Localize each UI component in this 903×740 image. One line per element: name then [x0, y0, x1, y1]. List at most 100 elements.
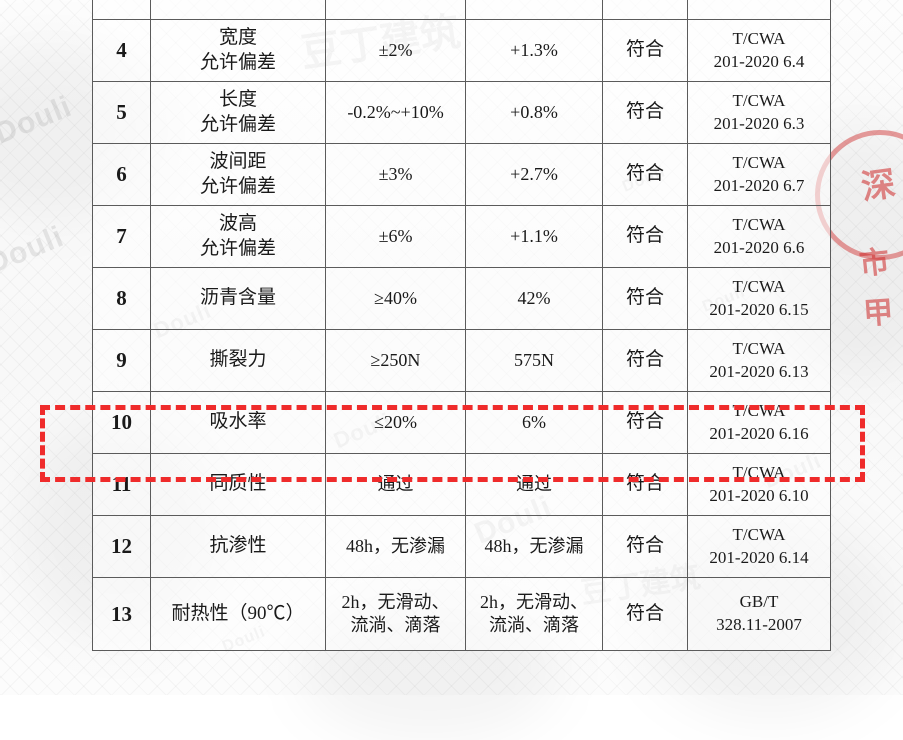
cell-spec-line1: 2h，无滑动、 [341, 591, 450, 612]
cell-standard-line1: T/CWA [732, 462, 786, 482]
cell-item: 宽度 允许偏差 [150, 19, 326, 82]
cell-spec: ≥250N [325, 329, 466, 392]
cell-standard: T/CWA 201-2020 6.6 [687, 205, 831, 268]
cell-standard-line2: 201-2020 6.4 [713, 51, 805, 71]
cell-standard-line2: 201-2020 6.13 [709, 361, 809, 381]
cell-spec: ≥40% [325, 267, 466, 330]
cell-result: 48h，无渗漏 [465, 515, 603, 578]
cell-item: 吸水率 [150, 391, 326, 454]
cell-result [465, 0, 603, 20]
cell-standard-line1: T/CWA [732, 400, 786, 420]
cell-standard: T/CWA 201-2020 6.14 [687, 515, 831, 578]
cell-item-line1: 长度 [218, 89, 257, 111]
cell-no: 6 [92, 143, 151, 206]
cell-result-line2: 流淌、滴落 [489, 615, 579, 635]
cell-standard: T/CWA 201-2020 6.3 [687, 81, 831, 144]
cell-result: 42% [465, 267, 603, 330]
table-row: 5 长度 允许偏差 -0.2%~+10% +0.8% 符合 T/CWA 201-… [92, 81, 831, 144]
cell-no: 13 [92, 577, 151, 651]
cell-result: +2.7% [465, 143, 603, 206]
table-row [92, 0, 831, 20]
cell-judge [602, 0, 688, 20]
cell-no: 11 [92, 453, 151, 516]
cell-standard-line1: T/CWA [732, 214, 786, 234]
cell-standard-line1: T/CWA [732, 90, 786, 110]
table-row: 6 波间距 允许偏差 ±3% +2.7% 符合 T/CWA 201-2020 6… [92, 143, 831, 206]
cell-item [150, 0, 326, 20]
table-row: 8 沥青含量 ≥40% 42% 符合 T/CWA 201-2020 6.15 [92, 267, 831, 330]
cell-no: 4 [92, 19, 151, 82]
cell-item: 沥青含量 [150, 267, 326, 330]
table-row: 7 波高 允许偏差 ±6% +1.1% 符合 T/CWA 201-2020 6.… [92, 205, 831, 268]
cell-result: 通过 [465, 453, 603, 516]
cell-judge: 符合 [602, 453, 688, 516]
cell-standard: T/CWA 201-2020 6.7 [687, 143, 831, 206]
cell-result: 575N [465, 329, 603, 392]
cell-judge: 符合 [602, 577, 688, 651]
cell-item-line2: 允许偏差 [199, 113, 276, 135]
table-row: 13 耐热性（90℃） 2h，无滑动、 流淌、滴落 2h，无滑动、 流淌、滴落 … [92, 577, 831, 651]
cell-judge: 符合 [602, 329, 688, 392]
cell-item: 同质性 [150, 453, 326, 516]
cell-item: 抗渗性 [150, 515, 326, 578]
cell-item-line2: 允许偏差 [199, 175, 276, 197]
cell-standard [687, 0, 831, 20]
cell-spec: ±3% [325, 143, 466, 206]
cell-standard: T/CWA 201-2020 6.15 [687, 267, 831, 330]
table-row: 12 抗渗性 48h，无渗漏 48h，无渗漏 符合 T/CWA 201-2020… [92, 515, 831, 578]
table-row: 11 同质性 通过 通过 符合 T/CWA 201-2020 6.10 [92, 453, 831, 516]
cell-spec: 48h，无渗漏 [325, 515, 466, 578]
cell-standard-line2: 201-2020 6.3 [713, 113, 805, 133]
cell-result: 6% [465, 391, 603, 454]
cell-standard-line1: T/CWA [732, 524, 786, 544]
cell-standard-line2: 201-2020 6.15 [709, 299, 809, 319]
cell-standard: GB/T 328.11-2007 [687, 577, 831, 651]
cell-standard: T/CWA 201-2020 6.4 [687, 19, 831, 82]
cell-result: +1.3% [465, 19, 603, 82]
cell-no: 8 [92, 267, 151, 330]
cell-item: 撕裂力 [150, 329, 326, 392]
cell-standard-line2: 328.11-2007 [716, 615, 802, 634]
cell-result: +0.8% [465, 81, 603, 144]
cell-standard-line2: 201-2020 6.6 [713, 237, 805, 257]
cell-no: 9 [92, 329, 151, 392]
cell-item: 波高 允许偏差 [150, 205, 326, 268]
inspection-results-table: 4 宽度 允许偏差 ±2% +1.3% 符合 T/CWA 201-2020 6.… [92, 0, 831, 651]
cell-spec: ±6% [325, 205, 466, 268]
cell-item: 耐热性（90℃） [150, 577, 326, 651]
table-row: 4 宽度 允许偏差 ±2% +1.3% 符合 T/CWA 201-2020 6.… [92, 19, 831, 82]
cell-item-line2: 允许偏差 [199, 51, 276, 73]
cell-spec: ±2% [325, 19, 466, 82]
cell-standard-line2: 201-2020 6.7 [713, 175, 805, 195]
cell-no: 5 [92, 81, 151, 144]
cell-standard: T/CWA 201-2020 6.16 [687, 391, 831, 454]
cell-no: 12 [92, 515, 151, 578]
cell-judge: 符合 [602, 515, 688, 578]
table-row-highlighted: 10 吸水率 ≤20% 6% 符合 T/CWA 201-2020 6.16 [92, 391, 831, 454]
table-row: 9 撕裂力 ≥250N 575N 符合 T/CWA 201-2020 6.13 [92, 329, 831, 392]
cell-standard-line2: 201-2020 6.10 [709, 485, 809, 505]
cell-judge: 符合 [602, 205, 688, 268]
cell-standard-line1: T/CWA [732, 28, 786, 48]
cell-no: 10 [92, 391, 151, 454]
cell-no: 7 [92, 205, 151, 268]
cell-standard-line1: T/CWA [732, 152, 786, 172]
cell-standard-line1: GB/T [739, 592, 779, 612]
cell-spec: 2h，无滑动、 流淌、滴落 [325, 577, 466, 651]
cell-standard: T/CWA 201-2020 6.10 [687, 453, 831, 516]
cell-spec [325, 0, 466, 20]
cell-result-line1: 2h，无滑动、 [480, 591, 588, 612]
cell-item-line2: 允许偏差 [199, 237, 276, 259]
cell-item-line1: 波高 [218, 213, 257, 235]
cell-result: +1.1% [465, 205, 603, 268]
cell-spec: ≤20% [325, 391, 466, 454]
cell-judge: 符合 [602, 391, 688, 454]
cell-judge: 符合 [602, 143, 688, 206]
cell-item: 长度 允许偏差 [150, 81, 326, 144]
cell-item-line1: 宽度 [218, 27, 257, 49]
cell-item: 波间距 允许偏差 [150, 143, 326, 206]
cell-result: 2h，无滑动、 流淌、滴落 [465, 577, 603, 651]
cell-spec-line2: 流淌、滴落 [350, 615, 441, 635]
cell-judge: 符合 [602, 19, 688, 82]
cell-judge: 符合 [602, 267, 688, 330]
